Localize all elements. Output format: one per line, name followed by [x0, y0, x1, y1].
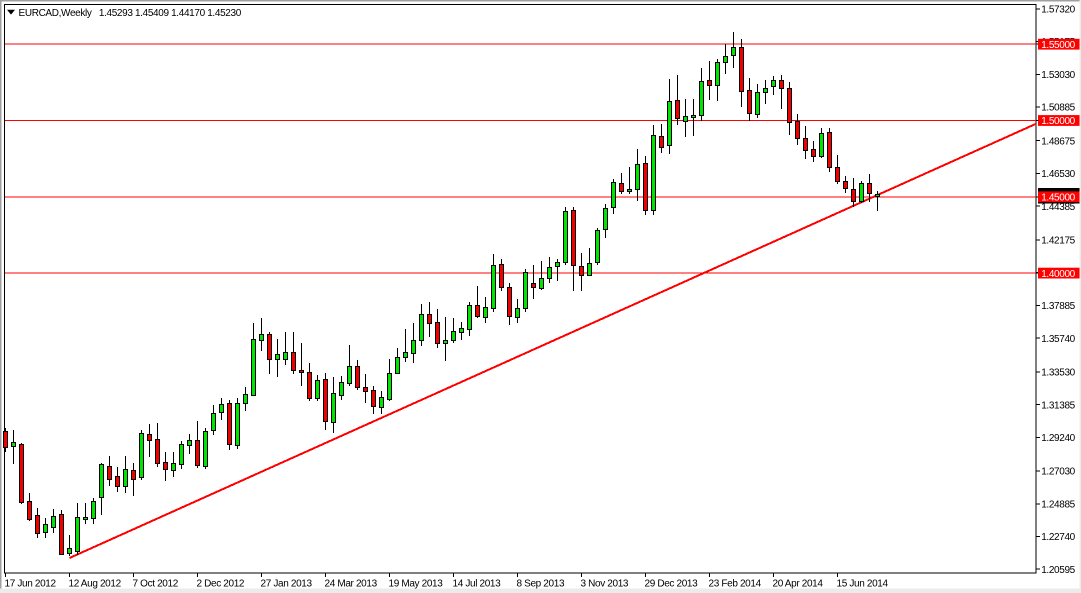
svg-text:1.37885: 1.37885	[1041, 301, 1075, 312]
svg-text:2 Dec 2012: 2 Dec 2012	[197, 579, 245, 590]
svg-text:8 Sep 2013: 8 Sep 2013	[517, 579, 565, 590]
svg-text:12 Aug 2012: 12 Aug 2012	[69, 579, 122, 590]
svg-text:20 Apr 2014: 20 Apr 2014	[773, 579, 824, 590]
svg-text:1.46530: 1.46530	[1041, 169, 1075, 180]
svg-text:1.44385: 1.44385	[1041, 202, 1075, 213]
svg-text:27 Jan 2013: 27 Jan 2013	[261, 579, 313, 590]
svg-text:24 Mar 2013: 24 Mar 2013	[325, 579, 378, 590]
svg-text:1.24885: 1.24885	[1041, 500, 1075, 511]
svg-text:19 May 2013: 19 May 2013	[389, 579, 444, 590]
svg-text:7 Oct 2012: 7 Oct 2012	[133, 579, 179, 590]
svg-text:1.40000: 1.40000	[1041, 269, 1075, 280]
svg-text:1.42175: 1.42175	[1041, 236, 1075, 247]
svg-text:15 Jun 2014: 15 Jun 2014	[837, 579, 889, 590]
svg-text:23 Feb 2014: 23 Feb 2014	[709, 579, 762, 590]
svg-text:1.50885: 1.50885	[1041, 103, 1075, 114]
svg-text:1.35740: 1.35740	[1041, 334, 1075, 345]
svg-text:1.31385: 1.31385	[1041, 400, 1075, 411]
svg-text:1.53030: 1.53030	[1041, 70, 1075, 81]
svg-text:17 Jun 2012: 17 Jun 2012	[5, 579, 57, 590]
svg-text:29 Dec 2013: 29 Dec 2013	[645, 579, 699, 590]
svg-text:1.50000: 1.50000	[1041, 116, 1075, 127]
svg-text:14 Jul 2013: 14 Jul 2013	[453, 579, 502, 590]
svg-text:3 Nov 2013: 3 Nov 2013	[581, 579, 629, 590]
svg-text:1.22740: 1.22740	[1041, 532, 1075, 543]
svg-text:1.57320: 1.57320	[1041, 5, 1075, 16]
svg-text:1.48675: 1.48675	[1041, 136, 1075, 147]
svg-text:1.20595: 1.20595	[1041, 565, 1075, 576]
svg-text:1.29240: 1.29240	[1041, 433, 1075, 444]
svg-text:1.55000: 1.55000	[1041, 40, 1075, 51]
svg-text:EURCAD,Weekly 1.45293 1.4540: EURCAD,Weekly 1.45293 1.45409 1.44170 1.…	[19, 8, 242, 19]
svg-text:1.45000: 1.45000	[1041, 193, 1075, 204]
svg-text:1.33530: 1.33530	[1041, 368, 1075, 379]
svg-text:1.27030: 1.27030	[1041, 467, 1075, 478]
